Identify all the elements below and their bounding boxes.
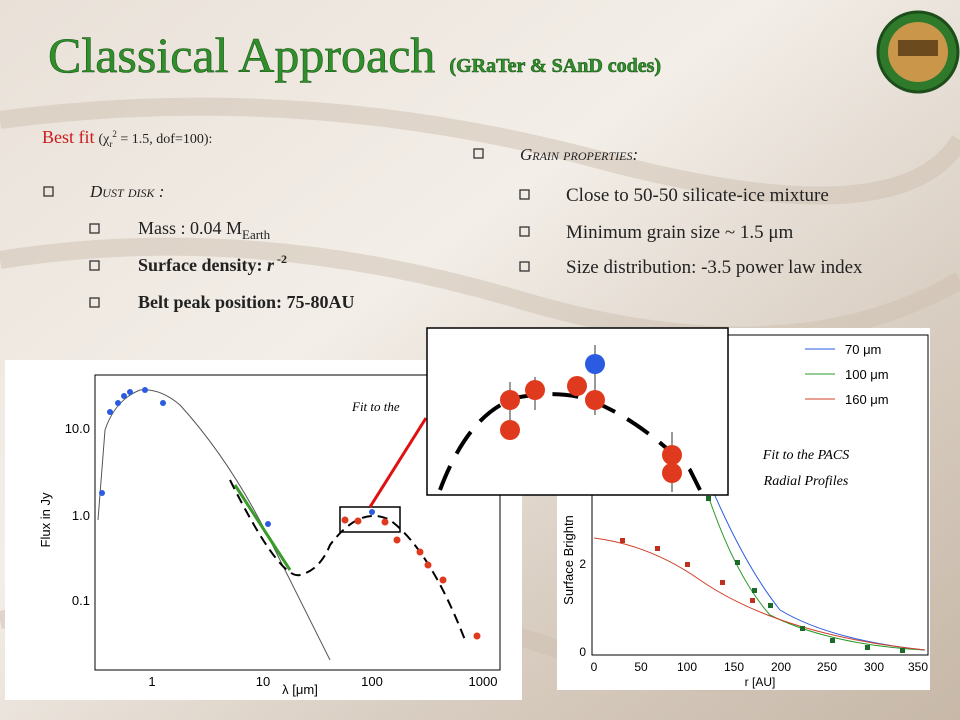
title: Classical Approach (GRaTer & SAnD codes) <box>48 27 661 83</box>
density-var: r <box>267 255 275 275</box>
y-tick-label: 2 <box>579 557 586 571</box>
x-tick-label: 10 <box>256 674 270 689</box>
grain-item: Size distribution: -3.5 power law index <box>566 257 863 278</box>
radial-annotation: Fit to the PACS <box>762 448 849 463</box>
best-fit: Best fit (χr2 = 1.5, dof=100): <box>42 127 212 149</box>
legend-label: 70 μm <box>845 342 881 357</box>
x-tick-label: 300 <box>864 660 884 674</box>
red-points <box>341 516 481 640</box>
density-sup: -2 <box>274 252 287 266</box>
red-profile-points <box>620 538 755 603</box>
model-curve <box>229 479 466 641</box>
profile-70 <box>699 459 926 651</box>
x-tick-label: 350 <box>908 660 928 674</box>
mass-text: Mass : 0.04 M <box>138 218 242 238</box>
radial-annotation: Radial Profiles <box>763 474 849 489</box>
title-text: Classical Approach <box>48 27 435 83</box>
best-fit-rest: = 1.5, dof=100): <box>117 132 213 147</box>
inset-red-points <box>500 376 682 483</box>
inset-curve <box>438 392 702 491</box>
mass-sub: Earth <box>242 227 271 242</box>
inset-frame <box>426 327 729 496</box>
x-axis-label: r [AU] <box>745 675 776 689</box>
blue-points <box>99 387 375 527</box>
mass: Mass : 0.04 MEarth <box>138 218 271 242</box>
profile-100 <box>699 469 926 651</box>
density-text: Surface density: <box>138 255 267 275</box>
best-fit-open: (χ <box>99 132 111 147</box>
x-tick-label: 100 <box>677 660 697 674</box>
y-tick-label: 1.0 <box>72 508 90 523</box>
profile-160 <box>593 537 926 651</box>
y-tick-label: 0 <box>579 645 586 659</box>
zoom-inset <box>426 327 729 496</box>
y-axis-label: Flux in Jy <box>38 492 53 547</box>
sed-frame <box>94 374 501 671</box>
best-fit-label: Best fit <box>42 127 95 147</box>
x-tick-label: 250 <box>817 660 837 674</box>
spectrum <box>233 484 292 571</box>
x-tick-label: 1 <box>148 674 155 689</box>
legend-label: 160 μm <box>845 392 889 407</box>
subtitle: (GRaTer & SAnD codes) <box>449 55 661 77</box>
x-tick-label: 150 <box>724 660 744 674</box>
best-fit-sup: 2 <box>112 129 117 139</box>
grain-heading: Grain properties: <box>520 145 638 164</box>
grain-item: Minimum grain size ~ 1.5 μm <box>566 222 794 243</box>
x-axis-label: λ [μm] <box>282 682 318 697</box>
x-tick-label: 200 <box>771 660 791 674</box>
x-tick-label: 1000 <box>469 674 498 689</box>
density: Surface density: r -2 <box>138 252 287 275</box>
best-fit-sub: r <box>109 139 112 149</box>
y-axis-label: Surface Brightn <box>561 515 576 605</box>
legend-label: 100 μm <box>845 367 889 382</box>
y-tick-label: 0.1 <box>72 593 90 608</box>
x-tick-label: 50 <box>634 660 648 674</box>
peak: Belt peak position: 75-80AU <box>138 292 355 312</box>
grain-item: Close to 50-50 silicate-ice mixture <box>566 185 829 206</box>
logo <box>876 10 960 94</box>
dust-disk-heading: Dust disk : <box>89 182 164 201</box>
sed-annotation: Fit to the <box>351 399 400 414</box>
bullets <box>43 148 530 308</box>
zoom-arrow <box>368 417 428 508</box>
x-tick-label: 0 <box>591 660 598 674</box>
y-tick-label: 10.0 <box>65 421 90 436</box>
green-profile-points <box>706 496 905 653</box>
photosphere <box>97 389 331 661</box>
inset-blue-point <box>585 354 605 374</box>
x-tick-label: 100 <box>361 674 383 689</box>
